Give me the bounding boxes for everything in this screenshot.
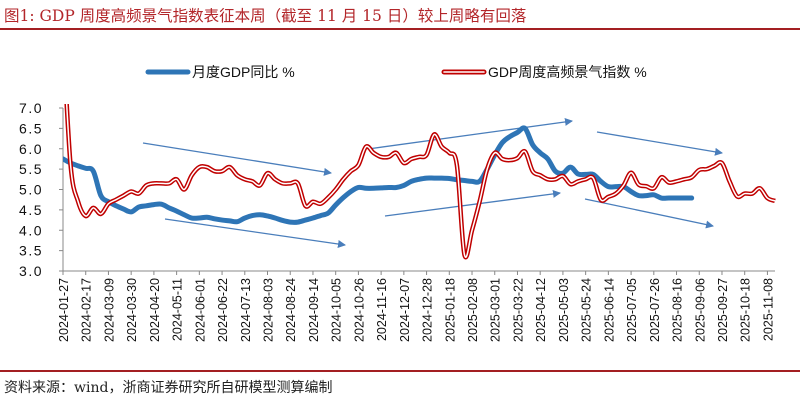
x-tick-label: 2025-05-03 bbox=[557, 278, 571, 342]
x-tick-label: 2024-01-27 bbox=[57, 278, 71, 342]
x-tick-label: 2025-03-22 bbox=[511, 278, 525, 342]
y-tick-label: 3.5 bbox=[19, 243, 43, 259]
x-tick-label: 2024-08-03 bbox=[262, 278, 276, 342]
trend-arrow-down-2 bbox=[164, 218, 346, 248]
x-tick-label: 2024-03-09 bbox=[102, 278, 116, 342]
x-tick-label: 2025-11-08 bbox=[761, 278, 775, 341]
legend: 月度GDP同比 % GDP周度高频景气指数 % bbox=[145, 64, 647, 80]
x-tick-label: 2025-07-05 bbox=[625, 278, 639, 342]
x-tick-label: 2024-04-20 bbox=[148, 278, 162, 342]
x-tick-label: 2025-09-06 bbox=[693, 278, 707, 342]
trend-arrow-down-4 bbox=[584, 198, 714, 229]
legend-label-weekly-index: GDP周度高频景气指数 % bbox=[488, 64, 647, 80]
trend-arrow-down-3 bbox=[596, 131, 723, 156]
x-tick-label: 2025-02-08 bbox=[466, 278, 480, 342]
line-chart: 月度GDP同比 % GDP周度高频景气指数 % 7.0 6.5 6.0 5.5 5.0 4… bbox=[19, 64, 776, 342]
x-tick-label: 2025-07-26 bbox=[648, 278, 662, 342]
x-tick-label: 2024-12-07 bbox=[398, 278, 412, 342]
axes: 7.0 6.5 6.0 5.5 5.0 4.5 4.0 3.5 3.0 2024-01-27 202… bbox=[19, 100, 775, 342]
y-tick-label: 4.0 bbox=[19, 222, 43, 238]
x-tick-label: 2024-02-17 bbox=[80, 278, 94, 342]
x-tick-label: 2024-03-30 bbox=[125, 278, 139, 342]
x-tick-label: 2025-06-14 bbox=[602, 278, 616, 342]
x-tick-label: 2024-09-14 bbox=[307, 278, 321, 342]
x-tick-label: 2024-07-13 bbox=[239, 278, 253, 342]
y-tick-label: 5.5 bbox=[19, 161, 43, 177]
trend-arrow-up-2 bbox=[384, 189, 561, 217]
source-note: 资料来源：wind，浙商证券研究所自研模型测算编制 bbox=[4, 380, 333, 396]
x-tick-label: 2025-05-24 bbox=[580, 278, 594, 342]
x-tick-label: 2025-04-12 bbox=[534, 278, 548, 342]
x-tick-label: 2025-10-18 bbox=[739, 278, 753, 342]
x-tick-label: 2024-11-16 bbox=[375, 278, 389, 341]
x-tick-label: 2025-03-01 bbox=[489, 278, 503, 342]
series-group bbox=[63, 104, 776, 260]
trend-arrows bbox=[142, 117, 723, 248]
x-tick-label: 2024-10-26 bbox=[352, 278, 366, 342]
x-tick-label: 2024-10-05 bbox=[330, 278, 344, 342]
y-tick-label: 7.0 bbox=[19, 100, 43, 116]
x-tick-label: 2025-08-16 bbox=[671, 278, 685, 342]
series-line-weekly-index bbox=[64, 104, 776, 260]
x-tick-label: 2025-01-18 bbox=[443, 278, 457, 342]
y-tick-label: 3.0 bbox=[19, 263, 43, 279]
x-tick-label: 2024-08-24 bbox=[284, 278, 298, 342]
title-divider bbox=[0, 28, 800, 30]
legend-label-monthly-gdp: 月度GDP同比 % bbox=[192, 64, 295, 80]
y-tick-label: 4.5 bbox=[19, 202, 43, 218]
figure-title: 图1: GDP 周度高频景气指数表征本周（截至 11 月 15 日）较上周略有回… bbox=[4, 7, 527, 25]
trend-arrow-up-1 bbox=[367, 117, 573, 150]
x-tick-label: 2025-09-27 bbox=[716, 278, 730, 342]
x-tick-label: 2024-05-11 bbox=[171, 278, 185, 341]
trend-arrow-down-1 bbox=[142, 142, 332, 176]
x-tick-label: 2024-06-01 bbox=[193, 278, 207, 342]
series-line-monthly-gdp bbox=[63, 125, 695, 225]
y-tick-label: 5.0 bbox=[19, 182, 43, 198]
series-line-weekly-index-inner bbox=[65, 104, 776, 258]
x-tick-label: 2024-12-28 bbox=[421, 278, 435, 342]
x-tick-label: 2024-06-22 bbox=[216, 278, 230, 342]
y-tick-label: 6.5 bbox=[19, 120, 43, 136]
footer-divider bbox=[0, 370, 800, 372]
y-tick-label: 6.0 bbox=[19, 141, 43, 157]
